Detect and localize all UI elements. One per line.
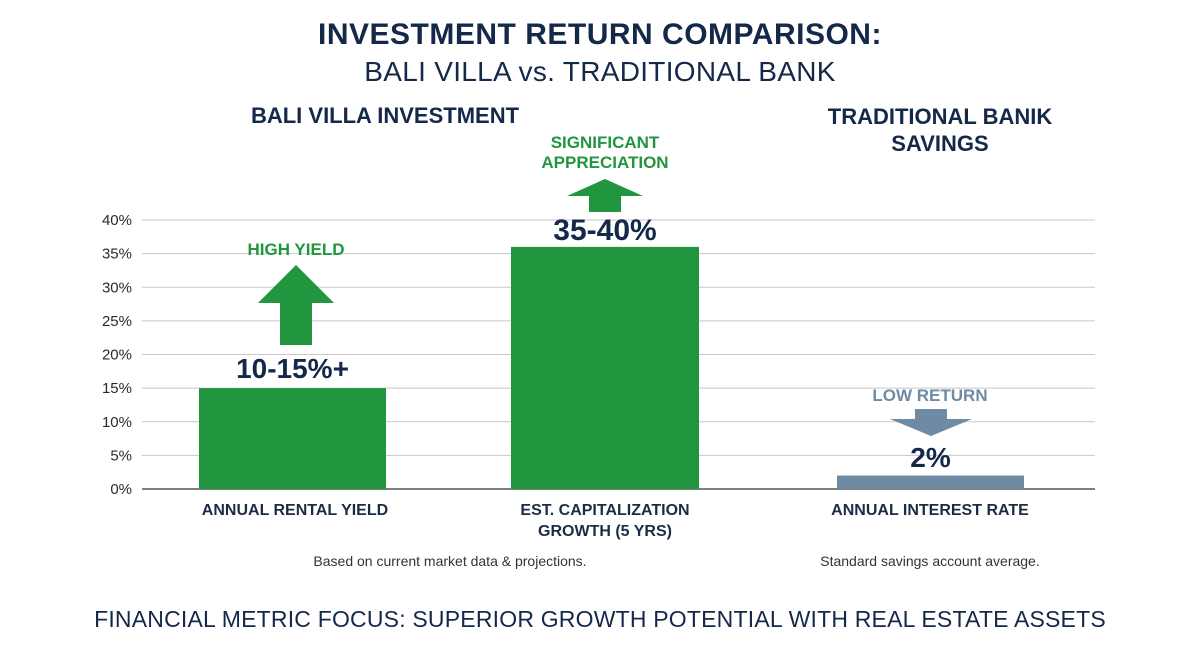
footer-focus: FINANCIAL METRIC FOCUS: SUPERIOR GROWTH … [94, 606, 1106, 632]
y-tick-label: 40% [102, 212, 132, 229]
annotation-significant-appreciation-line1: SIGNIFICANT [551, 133, 660, 152]
group-title-bali: BALI VILLA INVESTMENT [250, 103, 520, 128]
y-tick-label: 35% [102, 246, 132, 263]
category-label-interest-rate: ANNUAL INTEREST RATE [831, 502, 1029, 519]
value-label-cap-growth: 35-40% [553, 214, 656, 247]
chart-title: INVESTMENT RETURN COMPARISON: [318, 18, 882, 51]
value-label-interest-rate: 2% [910, 442, 951, 473]
down-arrow-icon [890, 409, 972, 436]
annotation-low-return: LOW RETURN [872, 386, 987, 405]
y-tick-label: 0% [110, 481, 132, 498]
bar-rental-yield [199, 388, 386, 489]
up-arrow-icon [258, 265, 334, 345]
note-bali: Based on current market data & projectio… [313, 553, 587, 569]
y-tick-label: 5% [110, 447, 132, 464]
chart-subtitle: BALI VILLA vs. TRADITIONAL BANK [364, 56, 836, 87]
y-tick-label: 10% [102, 414, 132, 431]
category-label-cap-growth: EST. CAPITALIZATION GROWTH (5 YRS) [520, 502, 690, 540]
bar-cap-growth [511, 246, 699, 489]
value-label-rental-yield: 10-15%+ [236, 353, 349, 384]
y-tick-label: 15% [102, 380, 132, 397]
annotation-significant-appreciation-line2: APPRECIATION [541, 153, 668, 172]
y-tick-label: 30% [102, 279, 132, 296]
group-title-bank: TRADITIONAL BANIK SAVINGS [827, 104, 1053, 156]
bar-interest-rate [837, 475, 1024, 489]
annotation-high-yield: HIGH YIELD [248, 240, 345, 259]
y-tick-label: 25% [102, 313, 132, 330]
note-bank: Standard savings account average. [820, 553, 1040, 569]
y-tick-label: 20% [102, 347, 132, 364]
up-arrow-icon [567, 179, 643, 212]
category-label-rental-yield: ANNUAL RENTAL YIELD [201, 502, 389, 519]
